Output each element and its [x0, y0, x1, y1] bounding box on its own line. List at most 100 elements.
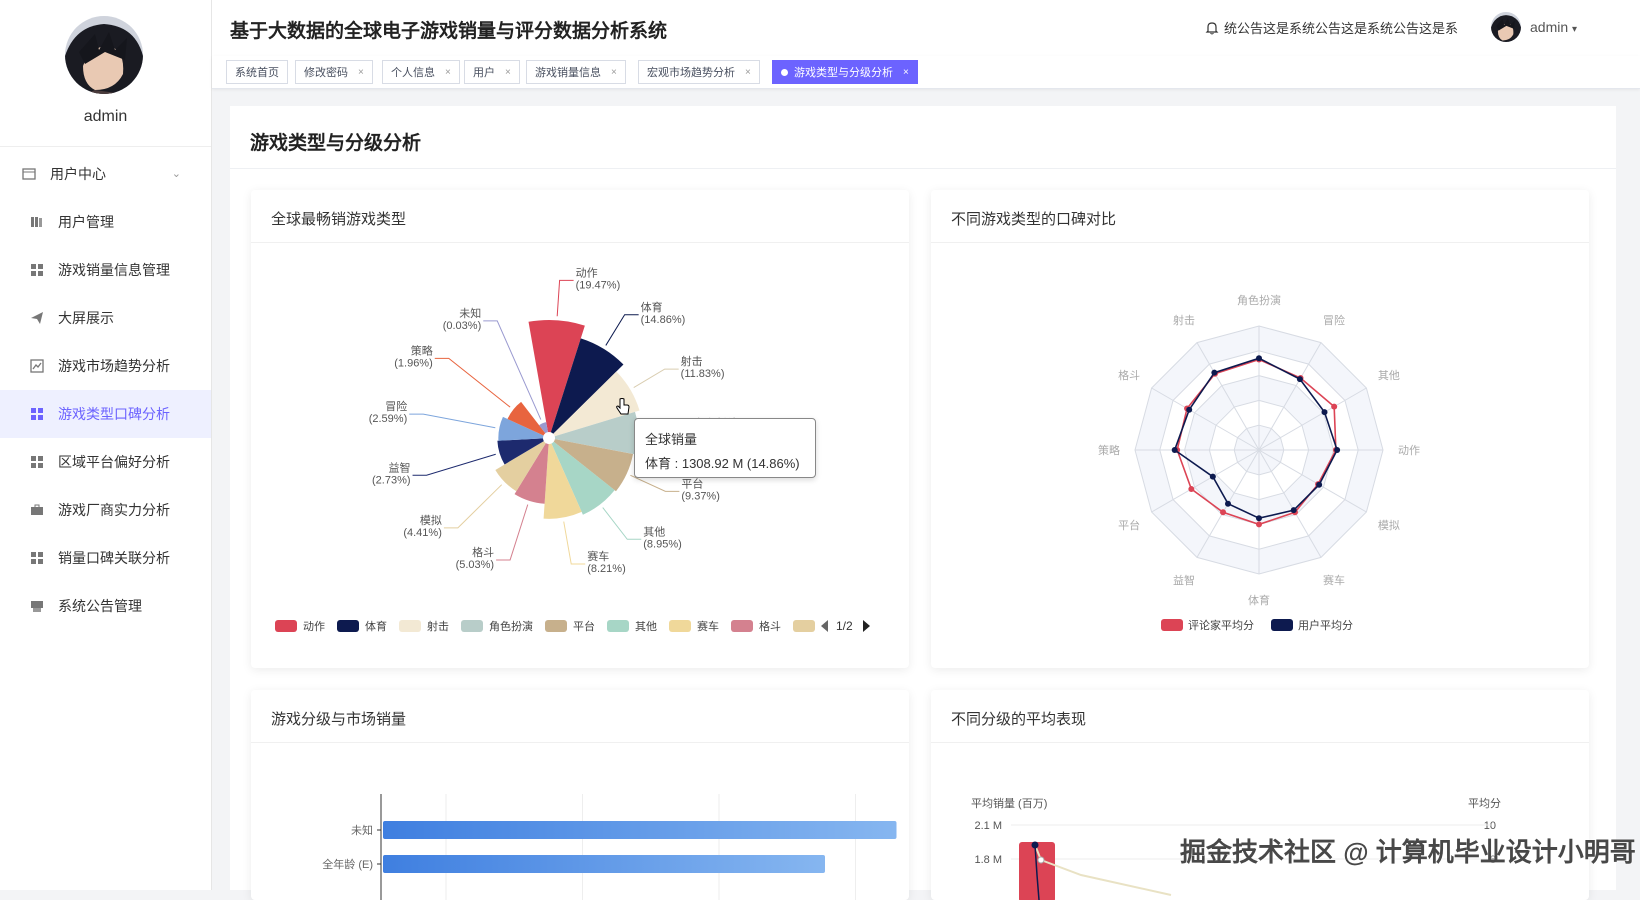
sidebar-menu: 用户中心 ⌄ 用户管理 游戏销量信息管理 大屏展示 游戏市场趋势分析 游戏类型口…: [0, 150, 211, 630]
tab-macro-trend[interactable]: 宏观市场趋势分析 ×: [638, 60, 760, 84]
dual-right-tick: 10: [1484, 820, 1496, 832]
radar-point: [1290, 507, 1297, 514]
radar-indicator: 动作: [1398, 444, 1420, 457]
legend-swatch: [337, 620, 359, 632]
pie-label-line: [605, 314, 639, 346]
printer-icon: [31, 601, 43, 612]
card-divider: [931, 242, 1589, 243]
radar-indicator: 冒险: [1323, 313, 1345, 327]
pie-label-line: [556, 279, 574, 317]
pie-label-line: [630, 474, 680, 492]
sidebar-item-user-mgmt[interactable]: 用户管理: [8, 198, 211, 246]
close-icon[interactable]: ×: [505, 66, 511, 78]
pie-label-name: 格斗: [472, 545, 494, 559]
tab-home[interactable]: 系统首页: [226, 60, 288, 84]
chevron-down-icon: ⌄: [171, 168, 181, 180]
legend-next-icon[interactable]: [863, 620, 870, 632]
chart-tooltip: 全球销量 体育 : 1308.92 M (14.86%): [634, 418, 816, 478]
grid-icon: [31, 456, 43, 468]
tab-profile[interactable]: 个人信息 ×: [382, 60, 460, 84]
radar-indicator: 格斗: [1118, 368, 1140, 382]
pie-label-name: 策略: [411, 343, 433, 357]
caret-down-icon: ▾: [1572, 24, 1578, 35]
close-icon[interactable]: ×: [745, 66, 751, 78]
header-avatar[interactable]: [1491, 12, 1521, 42]
bar-category-label: 未知: [351, 823, 373, 837]
sidebar-item-label: 区域平台偏好分析: [58, 454, 170, 470]
dual-axis-chart[interactable]: 平均销量 (百万) 平均分 2.1 M 1.8 M 10 8: [931, 690, 1589, 900]
sidebar-item-sales-reputation[interactable]: 销量口碑关联分析: [8, 534, 211, 582]
sidebar-item-market-trend[interactable]: 游戏市场趋势分析: [8, 342, 211, 390]
sidebar-item-user-center[interactable]: 用户中心 ⌄: [0, 150, 211, 198]
radar-point: [1296, 376, 1303, 383]
tab-genre-rating[interactable]: 游戏类型与分级分析 ×: [772, 60, 918, 84]
sidebar-item-region-platform[interactable]: 区域平台偏好分析: [8, 438, 211, 486]
sidebar-item-notice-mgmt[interactable]: 系统公告管理: [8, 582, 211, 630]
pie-slice: [553, 371, 640, 437]
tab-users[interactable]: 用户 ×: [464, 60, 520, 84]
pie-label-pct: (11.83%): [681, 368, 725, 380]
radar-axis: [1258, 449, 1322, 558]
user-avatar[interactable]: [65, 16, 143, 94]
tab-change-password[interactable]: 修改密码 ×: [295, 60, 373, 84]
legend-prev-icon[interactable]: [821, 620, 828, 632]
radar-point: [1171, 447, 1178, 453]
pie-slice: [528, 320, 585, 433]
grid-icon: [31, 264, 43, 276]
radar-indicator: 射击: [1173, 313, 1195, 327]
legend-label: 射击: [427, 619, 449, 633]
tab-sales-info[interactable]: 游戏销量信息 ×: [526, 60, 626, 84]
bar: [383, 821, 897, 839]
dual-right-tick: 8: [1490, 854, 1496, 866]
sidebar-item-label: 用户中心: [50, 166, 106, 182]
legend-swatch: [1161, 619, 1183, 631]
pie-slice: [514, 443, 549, 504]
pie-label-pct: (2.59%): [369, 413, 408, 425]
close-icon[interactable]: ×: [611, 66, 617, 78]
user-name: admin: [1530, 19, 1569, 35]
radar-point: [1321, 409, 1328, 416]
sidebar: admin 用户中心 ⌄ 用户管理 游戏销量信息管理 大屏展示 游戏市场趋势分析…: [0, 0, 212, 890]
watermark: 掘金技术社区 @ 计算机毕业设计小明哥: [1180, 837, 1636, 867]
pie-slice: [551, 441, 615, 515]
close-icon[interactable]: ×: [358, 66, 364, 78]
legend-label: 赛车: [697, 619, 719, 633]
user-dropdown[interactable]: admin ▾: [1530, 19, 1577, 35]
pie-label-name: 平台: [681, 476, 703, 490]
sidebar-item-vendor-strength[interactable]: 游戏厂商实力分析: [8, 486, 211, 534]
pie-label-line: [563, 521, 586, 565]
sidebar-item-genre-reputation[interactable]: 游戏类型口碑分析: [0, 390, 211, 438]
legend-label: 体育: [365, 619, 387, 633]
pie-label-name: 体育: [641, 300, 663, 314]
notice-marquee[interactable]: 统公告这是系统公告这是系统公告这是系: [1205, 18, 1470, 37]
pie-label-pct: (2.73%): [372, 474, 411, 486]
pie-label-pct: (14.86%): [641, 314, 686, 326]
tab-label: 游戏销量信息: [535, 67, 601, 79]
pie-label-pct: (9.37%): [681, 490, 720, 502]
legend-pager: 1/2: [836, 619, 853, 633]
radar-point: [1256, 355, 1262, 362]
sidebar-item-sales-mgmt[interactable]: 游戏销量信息管理: [8, 246, 211, 294]
close-icon[interactable]: ×: [445, 66, 451, 78]
legend-swatch: [731, 620, 753, 632]
tooltip-value: 体育 : 1308.92 M (14.86%): [645, 456, 800, 471]
radar-axis: [1258, 387, 1367, 451]
sidebar-item-big-screen[interactable]: 大屏展示: [8, 294, 211, 342]
card-dual: 不同分级的平均表现 平均销量 (百万) 平均分 2.1 M 1.8 M 10 8: [931, 690, 1589, 900]
close-icon[interactable]: ×: [903, 66, 909, 78]
card-bar: 游戏分级与市场销量 未知 全年龄 (E): [251, 690, 909, 900]
page-title: 游戏类型与分级分析: [250, 133, 422, 154]
legend-swatch: [399, 620, 421, 632]
user-center-icon: [22, 168, 36, 180]
card-title: 全球最畅销游戏类型: [271, 211, 407, 228]
radar-axis: [1258, 449, 1367, 513]
grid-icon: [31, 552, 43, 564]
pie-slice: [539, 422, 548, 434]
books-icon: [31, 217, 42, 227]
app-title: 基于大数据的全球电子游戏销量与评分数据分析系统: [230, 21, 668, 42]
dual-point: [1037, 856, 1045, 864]
pie-label-pct: (0.03%): [443, 320, 482, 332]
radar-axis: [1258, 342, 1322, 451]
